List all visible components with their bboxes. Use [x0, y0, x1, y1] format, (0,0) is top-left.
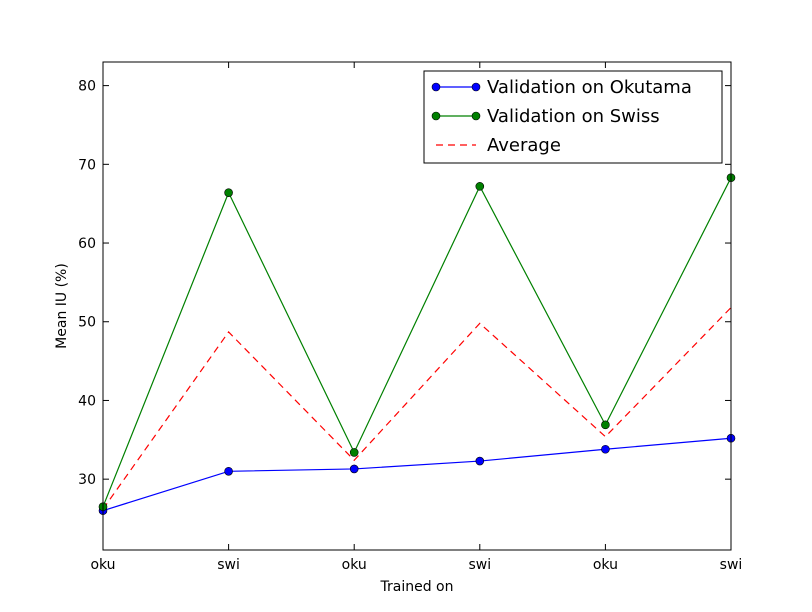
legend-marker	[471, 82, 481, 92]
legend-label: Average	[487, 135, 561, 156]
y-tick-label: 80	[78, 79, 96, 95]
x-tick-label: oku	[90, 557, 115, 573]
series-lines	[102, 177, 732, 512]
y-tick-label: 70	[78, 157, 96, 173]
y-tick-label: 40	[78, 393, 96, 409]
x-tick-label: oku	[593, 557, 618, 573]
y-tick-label: 30	[78, 472, 96, 488]
y-tick-label: 50	[78, 315, 96, 331]
x-tick-label: swi	[217, 557, 240, 573]
legend-label: Validation on Swiss	[487, 106, 660, 127]
legend-marker	[431, 82, 441, 92]
data-point-s1-4	[601, 420, 610, 430]
series-line-0	[102, 437, 732, 512]
series-line-1	[102, 177, 732, 507]
x-tick-label: swi	[468, 557, 491, 573]
y-axis-title: Mean IU (%)	[54, 263, 70, 349]
data-point-s0-1	[224, 466, 233, 476]
data-point-s1-3	[475, 182, 485, 191]
legend: Validation on Okutama Validation on Swiss…	[423, 70, 723, 164]
data-point-s1-1	[224, 188, 233, 197]
data-point-s0-4	[601, 444, 610, 454]
legend-marker	[471, 111, 481, 121]
data-point-s1-2	[349, 448, 359, 457]
axis-ticks: 30 40 50 60 70 80 oku swi oku swi oku swi	[78, 62, 742, 573]
x-tick-label: oku	[342, 557, 367, 573]
plot-frame	[102, 61, 732, 551]
data-point-s0-3	[475, 456, 485, 466]
y-tick-label: 60	[78, 236, 96, 252]
x-axis-title: Trained on	[380, 579, 454, 595]
x-tick-label: swi	[720, 557, 743, 573]
data-point-s0-2	[349, 464, 359, 474]
legend-marker	[431, 111, 441, 121]
series-line-2	[102, 307, 732, 510]
legend-label: Validation on Okutama	[487, 77, 692, 98]
